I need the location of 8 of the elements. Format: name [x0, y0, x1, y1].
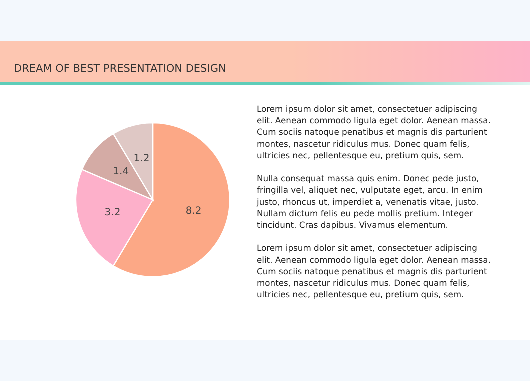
- text: Lorem ipsum dolor sit amet, consectetuer adipiscing elit. Aenean commodo ligula eget dolor. Aenean massa. Cum sociis natoque penatibus et magnis dis parturient montes, nascetur ridiculus mus. Donec quam felis, ultricies nec, pellentesque eu, pretium quis, sem.: [257, 243, 491, 300]
- text: Lorem ipsum dolor sit amet, consectetuer adipiscing elit. Aenean commodo ligula eget dolor. Aenean massa. Cum sociis natoque penatibus et magnis dis parturient montes, nascetur ridiculus mus. Donec quam felis, ultricies nec, pellentesque eu, pretium quis, sem.: [257, 104, 491, 160]
- data-label: 1.2: [134, 154, 150, 165]
- data-label: 1.4: [113, 166, 130, 178]
- data-label: 3.2: [104, 208, 121, 219]
- data-label: 8.2: [186, 206, 202, 217]
- chart-title: DREAM OF BEST PRESENTATION DESIGN: [14, 63, 226, 75]
- text: Nulla consequat massa quis enim. Donec pede justo, fringilla vel, aliquet nec, vulputate eget, arcu. In enim justo, rhoncus ut, imperdiet a, venenatis vitae, justo. Nullam dictum felis eu pede mollis pretium. Integer tincidunt. Cras dapibus. Vivamus elementum.: [256, 174, 483, 230]
